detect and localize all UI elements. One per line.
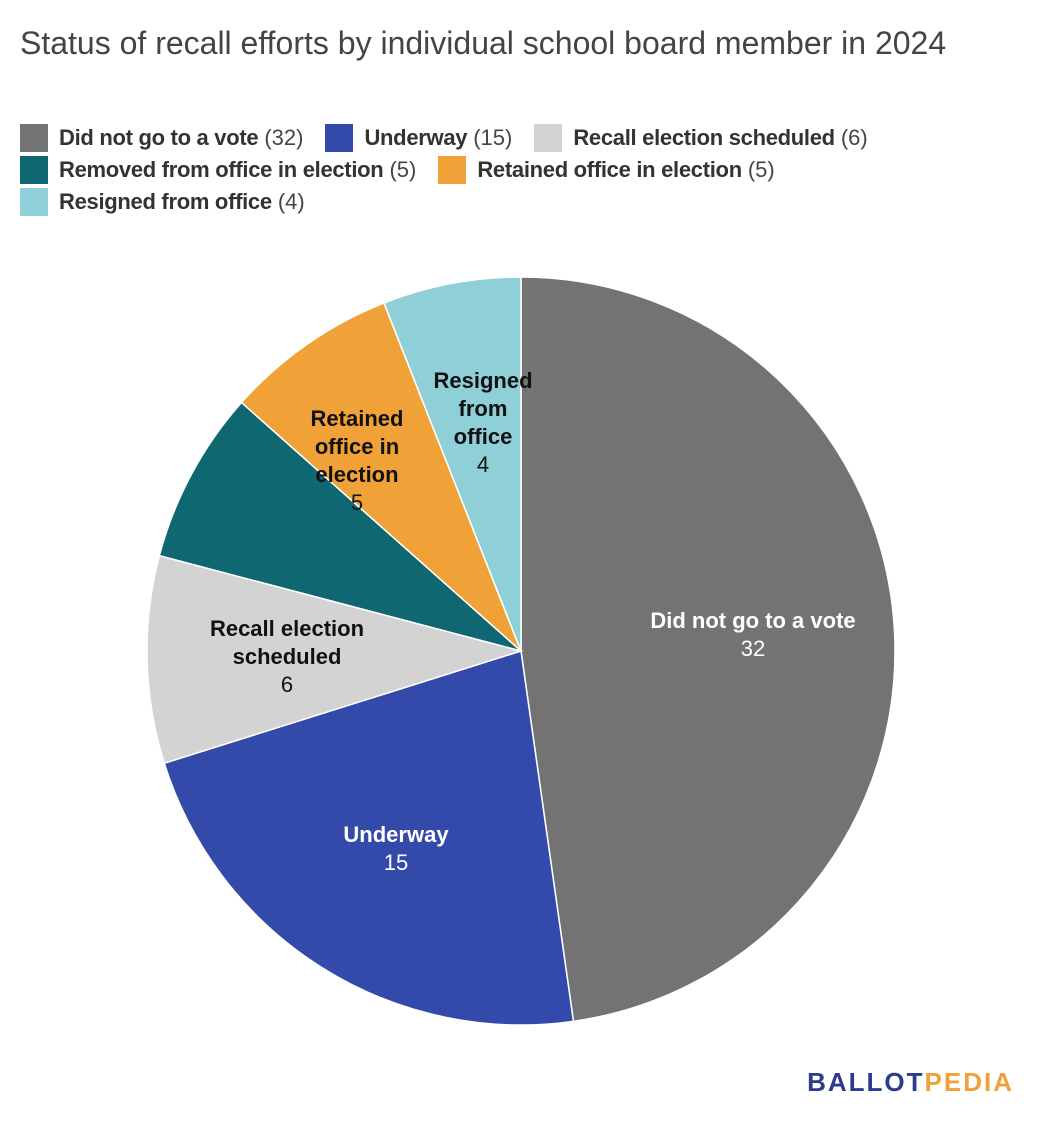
legend-label: Resigned from office [59,189,272,214]
legend-count: (5) [747,157,775,182]
logo-part-pedia: PEDIA [924,1067,1014,1097]
legend-label: Underway [364,125,468,150]
legend-swatch [20,188,48,216]
legend-label: Removed from office in election [59,157,384,182]
slice-label: Retained office in election 5 [311,406,404,515]
pie-slice-retained-office-in-election [240,302,522,652]
legend-item-did-not-go-to-a-vote: Did not go to a vote (32) [20,124,303,152]
legend-item-removed-from-office: Removed from office in election (5) [20,156,416,184]
legend-swatch [325,124,354,152]
slice-value-label: 15 [384,850,408,875]
slice-label-text: Resigned [433,368,532,393]
slice-label: Resigned from office 4 [433,368,532,477]
slice-label-text: Retained [311,406,404,431]
pie-slice-removed-from-office-in-election [158,401,522,652]
ballotpedia-logo: BALLOTPEDIA [807,1067,1014,1098]
slice-label: Recall election scheduled 6 [210,616,364,697]
legend-item-recall-election-scheduled: Recall election scheduled (6) [534,124,868,152]
legend-row: Resigned from office (4) [20,186,1020,218]
legend-swatch [20,156,48,184]
legend-count: (15) [473,125,513,150]
legend-swatch [534,124,563,152]
legend-count: (5) [389,157,417,182]
legend-item-resigned-from-office: Resigned from office (4) [20,188,305,216]
slice-label-text: Recall election [210,616,364,641]
logo-part-ballot: BALLOT [807,1067,925,1097]
legend-label: Did not go to a vote [59,125,259,150]
legend-label: Recall election scheduled [573,125,835,150]
slice-label-text: scheduled [233,644,342,669]
legend-count: (32) [264,125,304,150]
legend-row: Removed from office in election (5) Reta… [20,154,1020,186]
legend-item-underway: Underway (15) [325,124,512,152]
slice-value-label: 5 [351,490,363,515]
legend-row: Did not go to a vote (32) Underway (15) … [20,122,1020,154]
legend-swatch [20,124,48,152]
chart-title: Status of recall efforts by individual s… [20,25,947,61]
legend-count: (4) [277,189,305,214]
slice-label: Did not go to a vote 32 [650,608,855,661]
pie-chart: Did not go to a vote 32 Underway 15 Recall e… [146,276,896,1026]
pie-slice-recall-election-scheduled [146,554,524,765]
pie-slice-did-not-go-to-a-vote [520,276,896,1023]
slice-value-label: 4 [477,452,489,477]
slice-label-text: office in [315,434,399,459]
legend-label: Retained office in election [477,157,742,182]
pie-slice-underway [163,650,575,1026]
legend-count: (6) [840,125,868,150]
legend: Did not go to a vote (32) Underway (15) … [20,122,1020,218]
slice-label-text: Did not go to a vote [650,608,855,633]
slice-label-text: election [315,462,398,487]
legend-item-retained-office: Retained office in election (5) [438,156,775,184]
slice-value-label: 6 [281,672,293,697]
slice-label-text: Underway [343,822,449,847]
slice-label: Underway 15 [343,822,449,875]
slice-label-text: office [454,424,513,449]
slice-value-label: 32 [741,636,765,661]
legend-swatch [438,156,467,184]
pie-slice-resigned-from-office [383,276,522,652]
slice-label-text: from [459,396,508,421]
